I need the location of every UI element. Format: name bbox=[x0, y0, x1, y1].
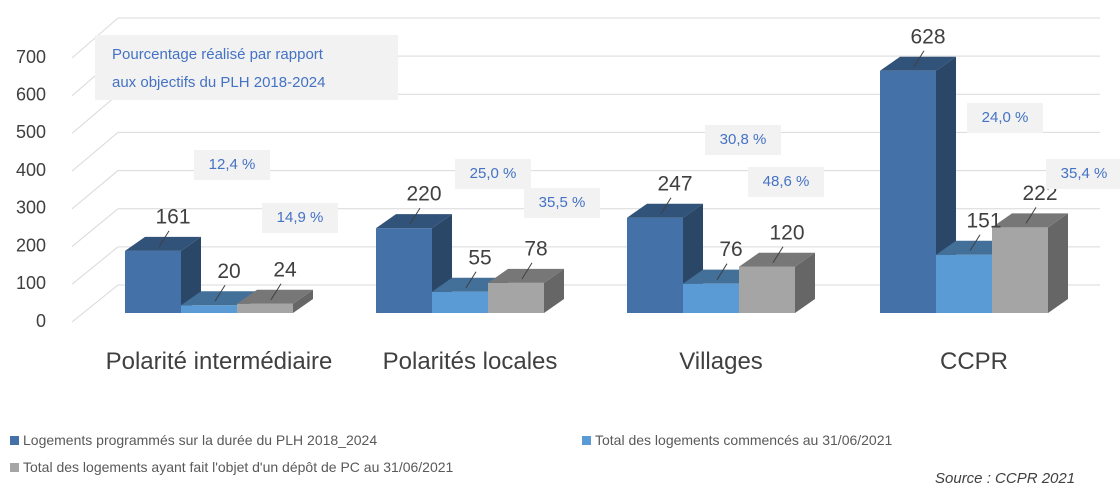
percent-box bbox=[967, 103, 1043, 133]
leader-line bbox=[1025, 207, 1037, 224]
leader-line bbox=[158, 230, 170, 248]
data-label: 20 bbox=[217, 260, 240, 283]
y-tick-label: 100 bbox=[16, 273, 46, 293]
source: Source : CCPR 2021 bbox=[935, 470, 1076, 487]
leader-line bbox=[913, 50, 925, 68]
legend-item: Total des logements ayant fait l'objet d… bbox=[10, 459, 453, 475]
bar-top bbox=[488, 268, 564, 283]
percent-label: 25,0 % bbox=[470, 165, 517, 182]
bar-top bbox=[627, 203, 703, 218]
bar bbox=[125, 250, 181, 313]
legend-label: Logements programmés sur la durée du PLH… bbox=[23, 432, 378, 448]
bar-side bbox=[795, 252, 815, 313]
bar-top bbox=[739, 252, 815, 267]
leader-line bbox=[409, 207, 421, 225]
bar bbox=[376, 228, 432, 313]
data-label: 220 bbox=[406, 183, 441, 206]
bar bbox=[880, 70, 936, 314]
x-tick-label: CCPR bbox=[939, 348, 1008, 375]
bar bbox=[683, 283, 739, 313]
percent-label: 24,0 % bbox=[982, 109, 1029, 126]
legend-item: Total des logements commencés au 31/06/2… bbox=[582, 432, 892, 448]
leader-line bbox=[270, 283, 282, 301]
data-label: 628 bbox=[910, 25, 945, 48]
leader-line bbox=[716, 263, 728, 280]
bar bbox=[936, 254, 992, 313]
leader-line bbox=[660, 197, 672, 214]
x-tick-label: Polarité intermédiaire bbox=[105, 348, 333, 375]
legend-swatch bbox=[10, 463, 19, 472]
grid-line bbox=[71, 246, 119, 285]
data-label: 120 bbox=[769, 221, 804, 244]
y-tick-label: 300 bbox=[16, 198, 46, 218]
leader-line bbox=[214, 285, 226, 302]
bar-top bbox=[237, 289, 313, 304]
leader-line bbox=[772, 246, 784, 263]
bar bbox=[432, 291, 488, 313]
percent-label: 48,6 % bbox=[763, 173, 810, 190]
bar bbox=[739, 266, 795, 313]
bar bbox=[627, 217, 683, 313]
bar-side bbox=[544, 268, 564, 313]
leader-line bbox=[465, 271, 477, 289]
percent-label: 30,8 % bbox=[720, 131, 767, 148]
percent-box bbox=[705, 125, 781, 155]
bar-top bbox=[880, 56, 956, 71]
grid-line bbox=[71, 170, 119, 210]
annotation-text: Pourcentage réalisé par rapport bbox=[112, 46, 324, 63]
y-tick-label: 200 bbox=[16, 235, 46, 255]
percent-box bbox=[524, 188, 600, 218]
percent-label: 12,4 % bbox=[209, 156, 256, 173]
bar-top bbox=[125, 236, 201, 251]
legend-item: Logements programmés sur la durée du PLH… bbox=[10, 432, 377, 448]
annotation-text: aux objectifs du PLH 2018-2024 bbox=[112, 74, 325, 91]
percent-box bbox=[748, 167, 824, 197]
y-tick-label: 600 bbox=[16, 84, 46, 104]
percent-label: 35,5 % bbox=[539, 194, 586, 211]
grid-line bbox=[71, 132, 119, 172]
bar-side bbox=[293, 289, 313, 313]
data-label: 76 bbox=[719, 238, 742, 261]
bar bbox=[181, 305, 237, 313]
percent-box bbox=[194, 150, 270, 180]
percent-box bbox=[455, 159, 531, 189]
percent-label: 35,4 % bbox=[1061, 165, 1108, 182]
data-label: 247 bbox=[657, 172, 692, 195]
data-label: 161 bbox=[155, 205, 190, 228]
grid-line bbox=[71, 284, 119, 323]
data-label: 24 bbox=[273, 258, 297, 281]
grid-line bbox=[71, 93, 119, 134]
data-label: 78 bbox=[524, 237, 547, 260]
y-tick-label: 500 bbox=[16, 122, 46, 142]
percent-label: 14,9 % bbox=[277, 209, 324, 226]
leader-line bbox=[969, 234, 981, 252]
bar-top bbox=[992, 213, 1068, 228]
grid-line bbox=[71, 208, 119, 247]
data-label: 151 bbox=[966, 209, 1001, 232]
bar-side bbox=[1048, 213, 1068, 313]
leader-line bbox=[521, 262, 533, 280]
annotation-box bbox=[95, 35, 398, 100]
y-tick-label: 400 bbox=[16, 160, 46, 180]
bar-top bbox=[181, 291, 257, 306]
legend-swatch bbox=[582, 436, 591, 445]
data-label: 55 bbox=[468, 246, 491, 269]
y-tick-label: 700 bbox=[16, 47, 46, 67]
bar-top bbox=[376, 214, 452, 229]
legend-label: Total des logements ayant fait l'objet d… bbox=[23, 459, 454, 475]
x-tick-label: Polarités locales bbox=[382, 348, 558, 375]
percent-box bbox=[1046, 159, 1120, 189]
bar bbox=[488, 282, 544, 313]
bar bbox=[237, 303, 293, 313]
x-tick-label: Villages bbox=[679, 348, 763, 375]
percent-box bbox=[262, 203, 338, 233]
bar-side bbox=[181, 236, 201, 313]
legend-label: Total des logements commencés au 31/06/2… bbox=[595, 432, 893, 448]
bar bbox=[992, 227, 1048, 313]
legend-swatch bbox=[10, 436, 19, 445]
y-tick-label: 0 bbox=[36, 311, 46, 331]
